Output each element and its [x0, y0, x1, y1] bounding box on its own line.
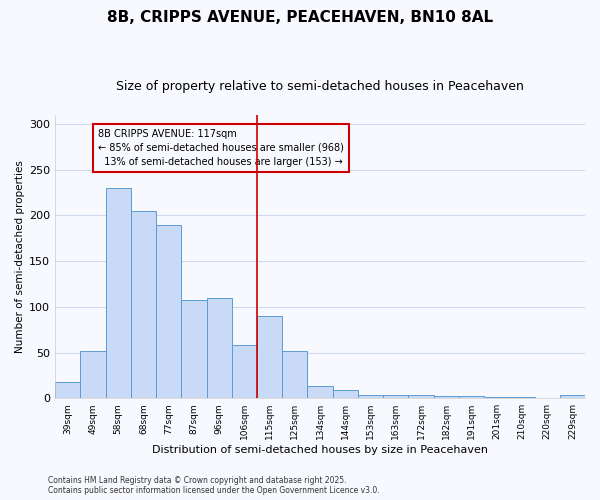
Bar [257, 316, 282, 398]
Bar [560, 396, 585, 398]
Bar [332, 390, 358, 398]
Bar [181, 300, 206, 398]
Bar [106, 188, 131, 398]
Bar [307, 386, 332, 398]
Bar [434, 396, 459, 398]
Bar [282, 350, 307, 398]
Bar [55, 382, 80, 398]
Bar [232, 345, 257, 398]
Bar [358, 394, 383, 398]
Bar [459, 396, 484, 398]
Y-axis label: Number of semi-detached properties: Number of semi-detached properties [15, 160, 25, 353]
Bar [409, 396, 434, 398]
Bar [156, 224, 181, 398]
Text: 8B, CRIPPS AVENUE, PEACEHAVEN, BN10 8AL: 8B, CRIPPS AVENUE, PEACEHAVEN, BN10 8AL [107, 10, 493, 25]
Text: Contains HM Land Registry data © Crown copyright and database right 2025.
Contai: Contains HM Land Registry data © Crown c… [48, 476, 380, 495]
Title: Size of property relative to semi-detached houses in Peacehaven: Size of property relative to semi-detach… [116, 80, 524, 93]
Bar [80, 350, 106, 398]
Bar [131, 211, 156, 398]
Bar [383, 394, 409, 398]
X-axis label: Distribution of semi-detached houses by size in Peacehaven: Distribution of semi-detached houses by … [152, 445, 488, 455]
Text: 8B CRIPPS AVENUE: 117sqm
← 85% of semi-detached houses are smaller (968)
  13% o: 8B CRIPPS AVENUE: 117sqm ← 85% of semi-d… [98, 128, 344, 166]
Bar [206, 298, 232, 398]
